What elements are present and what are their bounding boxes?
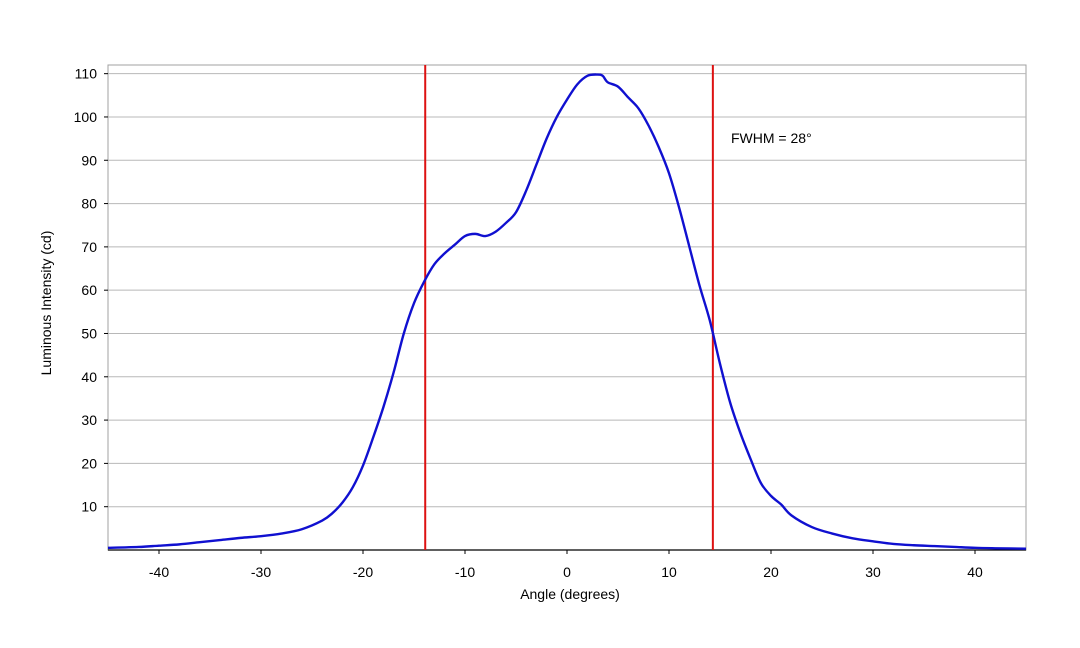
y-tick-label: 70	[81, 239, 97, 255]
x-tick-label: 20	[763, 564, 779, 580]
x-tick-label: -40	[149, 564, 169, 580]
x-axis-label: Angle (degrees)	[520, 586, 620, 602]
y-tick-label: 80	[81, 196, 97, 212]
y-tick-label: 60	[81, 282, 97, 298]
plot-background	[107, 64, 1027, 551]
x-tick-label: 30	[865, 564, 881, 580]
y-tick-label: 100	[74, 109, 98, 125]
x-axis-tick-labels: -40 -30 -20 -10 0 10 20 30 40	[149, 550, 983, 580]
intensity-curve	[107, 73, 1027, 550]
fwhm-annotation: FWHM = 28°	[731, 130, 812, 146]
y-tick-label: 90	[81, 152, 97, 168]
y-tick-label: 20	[81, 455, 97, 471]
fwhm-marker-lines	[424, 65, 714, 550]
y-axis-label: Luminous Intensity (cd)	[38, 231, 54, 376]
x-tick-label: 10	[661, 564, 677, 580]
horizontal-gridlines	[108, 73, 1026, 508]
y-tick-label: 40	[81, 369, 97, 385]
y-tick-label: 10	[81, 499, 97, 515]
y-tick-label: 30	[81, 412, 97, 428]
x-tick-label: 40	[967, 564, 983, 580]
x-tick-label: -20	[353, 564, 373, 580]
x-tick-label: -10	[455, 564, 475, 580]
y-tick-label: 110	[75, 66, 98, 82]
y-axis-tick-labels: 10 20 30 40 50 60 70 80 90 100 110	[74, 66, 108, 515]
x-tick-label: -30	[251, 564, 271, 580]
x-tick-label: 0	[563, 564, 571, 580]
y-tick-label: 50	[81, 325, 97, 341]
